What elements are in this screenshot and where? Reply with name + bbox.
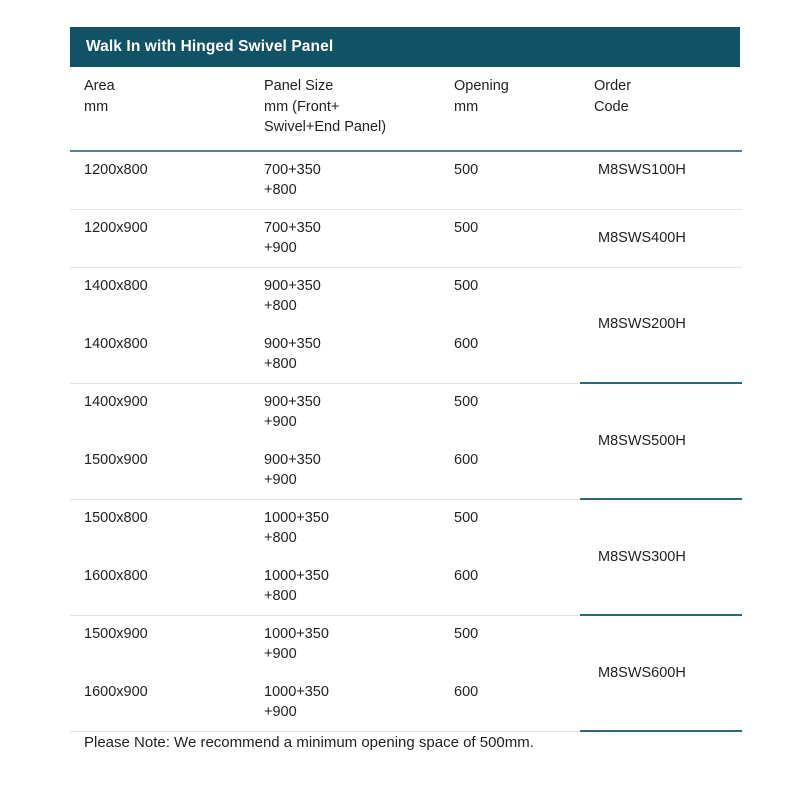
cell-area: 1600x900 — [70, 673, 250, 732]
cell-panel-size: 900+350 +800 — [250, 325, 440, 384]
table-body: 1200x800 700+350 +800 500 M8SWS100H 1200x900… — [70, 150, 742, 733]
column-header-panel-size-title: Panel Size — [264, 78, 334, 94]
cell-order-code: M8SWS500H — [580, 383, 742, 501]
spec-table: Area mm Panel Size mm (Front+ Swivel+End… — [70, 67, 742, 733]
cell-opening: 500 — [454, 277, 479, 294]
table-row: 1200x900 700+350 +900 500 M8SWS400H — [70, 209, 742, 268]
cell-opening: 600 — [440, 673, 580, 732]
table-header-row: Area mm Panel Size mm (Front+ Swivel+End… — [70, 67, 742, 152]
column-header-opening: Opening mm — [440, 67, 580, 152]
cell-panel-size: 900+350 +900 — [250, 441, 440, 500]
cell-area: 1500x800 — [84, 509, 148, 526]
cell-panel-size: 900+350 +900 — [264, 393, 321, 430]
cell-panel-size: 1000+350 +800 — [250, 557, 440, 616]
cell-order-code: M8SWS400H — [580, 209, 742, 268]
cell-order-code: M8SWS200H — [580, 267, 742, 385]
cell-area: 1400x800 — [70, 325, 250, 384]
cell-opening: 500 — [454, 393, 479, 410]
table-title-bar: Walk In with Hinged Swivel Panel — [70, 27, 740, 67]
spec-table-wrapper: Area mm Panel Size mm (Front+ Swivel+End… — [70, 67, 742, 733]
table-row: 1500x800 1000+350 +800 500 M8SWS300H — [70, 499, 742, 617]
cell-panel-size: 1000+350 +900 — [250, 673, 440, 732]
cell-area: 1400x800 — [84, 277, 148, 294]
cell-opening: 500 — [454, 625, 479, 642]
cell-order-code: M8SWS300H — [580, 499, 742, 617]
cell-opening: 500 — [454, 509, 479, 526]
column-header-opening-title: Opening — [454, 78, 509, 94]
cell-opening: 600 — [440, 441, 580, 500]
column-header-order-code: Order Code — [580, 67, 742, 152]
cell-panel-size: 1000+350 +800 — [264, 509, 329, 546]
cell-panel-size: 1000+350 +900 — [264, 625, 329, 662]
cell-opening: 600 — [440, 557, 580, 616]
column-header-order-code-title: Order — [594, 78, 632, 94]
table-row: 1200x800 700+350 +800 500 M8SWS100H — [70, 150, 742, 210]
column-header-area-subtitle: mm — [84, 98, 109, 115]
column-header-panel-size-subtitle: mm (Front+ Swivel+End Panel) — [264, 98, 387, 136]
cell-opening: 600 — [440, 325, 580, 384]
cell-panel-size: 700+350 +900 — [250, 209, 440, 268]
column-header-area-title: Area — [84, 78, 115, 94]
cell-area: 1400x900 — [84, 393, 148, 410]
cell-area: 1200x800 — [70, 150, 250, 210]
cell-area: 1200x900 — [70, 209, 250, 268]
table-row: 1400x900 900+350 +900 500 M8SWS500H — [70, 383, 742, 501]
page-title: Walk In with Hinged Swivel Panel — [86, 38, 334, 56]
cell-order-code: M8SWS100H — [580, 150, 742, 210]
cell-opening: 500 — [440, 150, 580, 210]
column-header-opening-subtitle: mm — [454, 98, 479, 115]
table-header: Area mm Panel Size mm (Front+ Swivel+End… — [70, 67, 742, 152]
table-row: 1400x800 900+350 +800 500 M8SWS200H — [70, 267, 742, 385]
cell-area: 1600x800 — [70, 557, 250, 616]
cell-area: 1500x900 — [84, 625, 148, 642]
table-row: 1500x900 900+350 +900 600 — [70, 441, 742, 500]
cell-order-code: M8SWS600H — [580, 615, 742, 733]
table-row: 1600x800 1000+350 +800 600 — [70, 557, 742, 616]
cell-area: 1500x900 — [70, 441, 250, 500]
table-row: 1400x800 900+350 +800 600 — [70, 325, 742, 384]
column-header-order-code-subtitle: Code — [594, 98, 629, 115]
cell-panel-size: 900+350 +800 — [264, 277, 321, 314]
table-row: 1600x900 1000+350 +900 600 — [70, 673, 742, 732]
footer-note: Please Note: We recommend a minimum open… — [84, 734, 534, 751]
column-header-area: Area mm — [70, 67, 250, 152]
column-header-panel-size: Panel Size mm (Front+ Swivel+End Panel) — [250, 67, 440, 152]
cell-opening: 500 — [440, 209, 580, 268]
cell-panel-size: 700+350 +800 — [250, 150, 440, 210]
table-row: 1500x900 1000+350 +900 500 M8SWS600H — [70, 615, 742, 733]
